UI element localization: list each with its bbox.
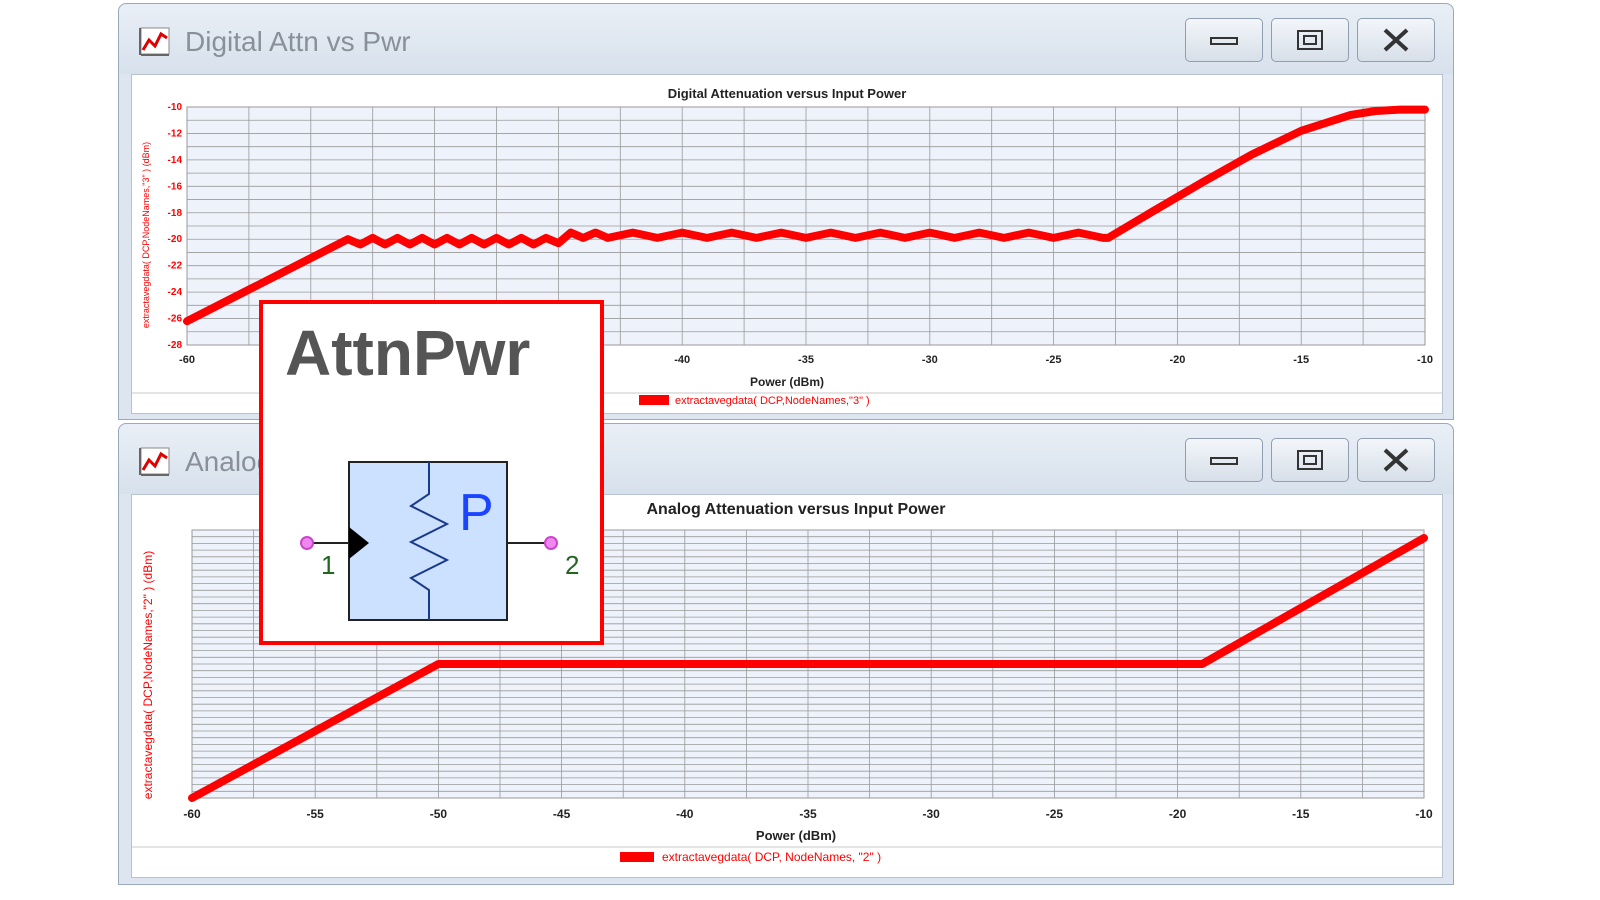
- x-tick-label: -10: [1417, 354, 1433, 366]
- minimize-button[interactable]: [1185, 438, 1263, 482]
- pin1-label: 1: [321, 550, 335, 580]
- maximize-button[interactable]: [1271, 438, 1349, 482]
- series-group: [183, 105, 1429, 326]
- legend-swatch: [639, 395, 669, 405]
- chart-title: Digital Attenuation versus Input Power: [668, 86, 907, 101]
- y-tick-label: -26: [168, 314, 183, 325]
- power-label: P: [459, 484, 494, 542]
- x-tick-label: -15: [1293, 354, 1309, 366]
- x-tick-label: -25: [1046, 807, 1064, 821]
- close-button[interactable]: [1357, 18, 1435, 62]
- title-bar[interactable]: Digital Attn vs Pwr: [119, 4, 1453, 74]
- x-tick-label: -60: [179, 354, 195, 366]
- x-tick-label: -45: [553, 807, 571, 821]
- x-tick-label: -30: [922, 354, 938, 366]
- series-line-0: [183, 105, 1429, 326]
- attnpwr-symbol-card: AttnPwr P 1 2: [259, 300, 604, 645]
- y-tick-label: -22: [168, 261, 183, 272]
- x-tick-label: -55: [307, 807, 325, 821]
- y-tick-label: -14: [168, 155, 183, 166]
- maximize-icon: [1297, 450, 1323, 470]
- y-tick-label: -12: [168, 128, 183, 139]
- x-tick-label: -50: [430, 807, 448, 821]
- close-icon: [1383, 448, 1409, 472]
- minimize-icon: [1210, 37, 1238, 45]
- x-tick-label: -20: [1169, 807, 1187, 821]
- chart-title: Analog Attenuation versus Input Power: [647, 501, 946, 518]
- x-tick-label: -25: [1046, 354, 1062, 366]
- y-tick-label: -20: [168, 234, 183, 245]
- attnpwr-symbol-diagram: P 1 2: [300, 461, 579, 621]
- pin1-terminal: [300, 536, 314, 550]
- x-tick-label: -35: [798, 354, 814, 366]
- y-axis-label: extractavegdata( DCP,NodeNames,"3" ) (dB…: [141, 142, 151, 328]
- plot-area[interactable]: Analog Attenuation versus Input Power -6…: [131, 494, 1443, 878]
- x-tick-label: -60: [183, 807, 201, 821]
- maximize-button[interactable]: [1271, 18, 1349, 62]
- x-axis-label: Power (dBm): [750, 375, 824, 389]
- plot-window-icon: [139, 27, 170, 56]
- x-tick-labels: -60 -55 -50 -45 -40 -35 -30 -25 -20 -15 -10: [183, 807, 1433, 821]
- close-button[interactable]: [1357, 438, 1435, 482]
- series-group: [188, 534, 1428, 802]
- x-tick-label: -35: [799, 807, 817, 821]
- legend-swatch: [620, 852, 654, 862]
- symbol-name: AttnPwr: [285, 317, 531, 389]
- x-tick-label: -40: [676, 807, 694, 821]
- series-line-0: [188, 534, 1428, 802]
- legend-entry: extractavegdata( DCP, NodeNames, "2" ): [662, 850, 881, 864]
- resistor-zigzag-icon: [408, 462, 450, 620]
- y-tick-labels: -10 -12 -14 -16 -18 -20 -22 -24 -26 -28: [168, 102, 183, 351]
- legend-entry: extractavegdata( DCP,NodeNames,"3" ): [675, 395, 870, 407]
- x-tick-label: -20: [1169, 354, 1185, 366]
- x-tick-label: -40: [674, 354, 690, 366]
- plot-window-icon: [139, 447, 170, 476]
- pin2-terminal: [544, 536, 558, 550]
- x-tick-label: -15: [1292, 807, 1310, 821]
- minimize-icon: [1210, 457, 1238, 465]
- x-tick-label: -30: [923, 807, 941, 821]
- y-tick-label: -24: [168, 287, 183, 298]
- pin2-label: 2: [565, 550, 579, 580]
- window-title: Digital Attn vs Pwr: [185, 26, 411, 57]
- y-axis-label: extractavegdata( DCP,NodeNames,"2" ) (dB…: [141, 551, 155, 799]
- y-tick-label: -16: [168, 181, 183, 192]
- minimize-button[interactable]: [1185, 18, 1263, 62]
- x-tick-label: -10: [1415, 807, 1433, 821]
- input-arrow-icon: [349, 527, 369, 559]
- close-icon: [1383, 28, 1409, 52]
- maximize-icon: [1297, 30, 1323, 50]
- y-tick-label: -10: [168, 102, 183, 113]
- x-axis-label: Power (dBm): [756, 828, 836, 843]
- y-tick-label: -28: [168, 340, 183, 351]
- y-tick-label: -18: [168, 208, 183, 219]
